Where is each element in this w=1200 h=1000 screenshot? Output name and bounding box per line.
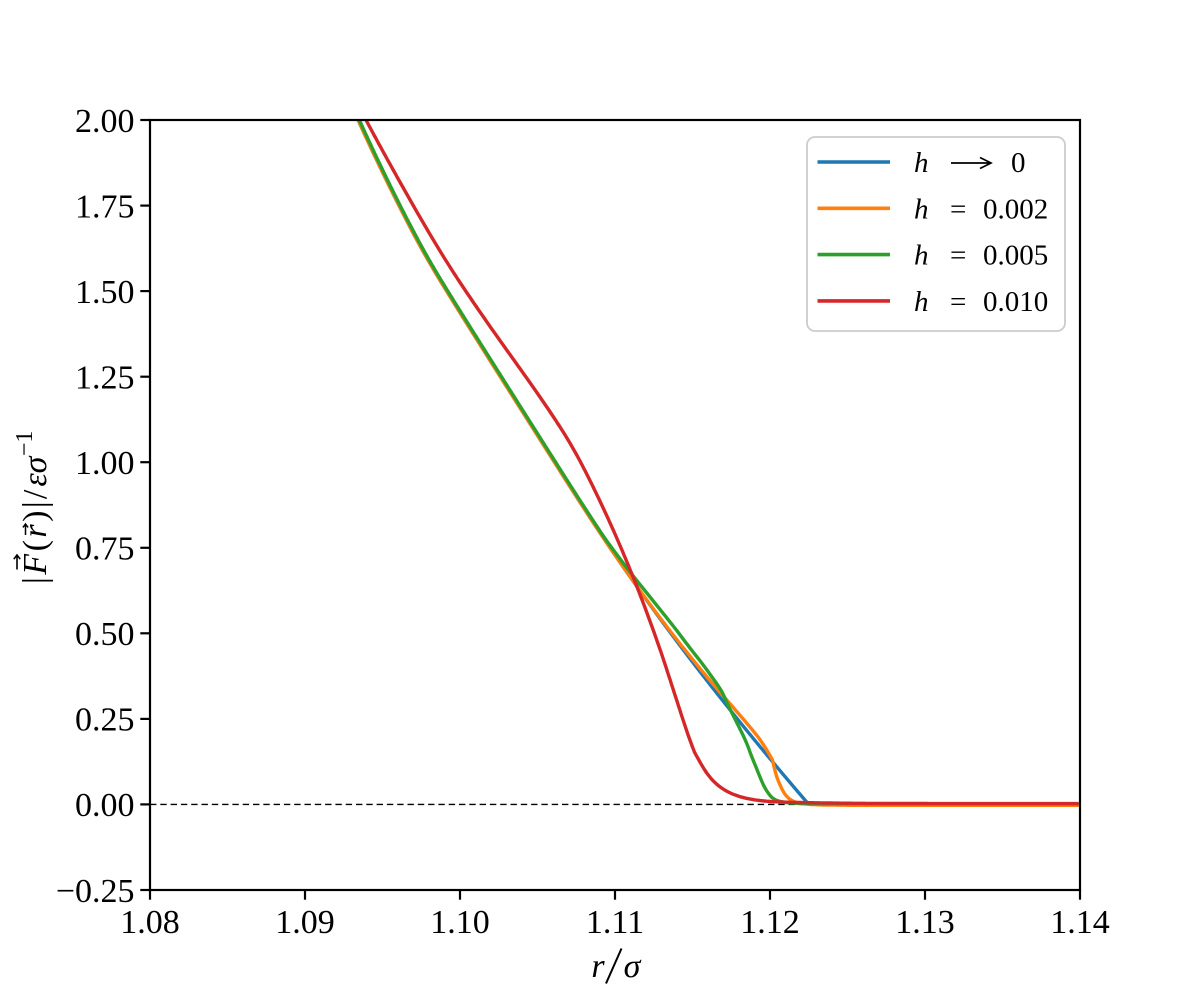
svg-text:h: h bbox=[914, 240, 929, 272]
svg-text:F: F bbox=[17, 553, 54, 576]
svg-text:1.11: 1.11 bbox=[586, 904, 644, 941]
svg-text:(: ( bbox=[17, 540, 54, 551]
svg-text:h: h bbox=[914, 286, 929, 318]
svg-text:h: h bbox=[914, 147, 929, 179]
svg-text:1.14: 1.14 bbox=[1050, 904, 1110, 941]
svg-text:σ: σ bbox=[624, 948, 642, 985]
svg-text:0.005: 0.005 bbox=[983, 240, 1048, 272]
svg-text:|: | bbox=[17, 577, 54, 584]
svg-text:1.50: 1.50 bbox=[75, 274, 135, 311]
svg-text:1.12: 1.12 bbox=[740, 904, 800, 941]
svg-text:r: r bbox=[17, 524, 54, 538]
svg-text:−1: −1 bbox=[12, 431, 38, 457]
svg-text:2.00: 2.00 bbox=[75, 103, 135, 140]
svg-text:0.75: 0.75 bbox=[75, 531, 135, 568]
svg-text:ε: ε bbox=[17, 473, 54, 487]
svg-text:|: | bbox=[17, 501, 54, 508]
svg-text:−0.25: −0.25 bbox=[56, 873, 135, 910]
svg-text:1.08: 1.08 bbox=[120, 904, 180, 941]
svg-text:=: = bbox=[950, 193, 966, 225]
svg-text:1.09: 1.09 bbox=[275, 904, 335, 941]
svg-text:r: r bbox=[591, 948, 605, 985]
svg-text:0.010: 0.010 bbox=[983, 286, 1048, 318]
svg-text:0.50: 0.50 bbox=[75, 616, 135, 653]
svg-text:=: = bbox=[950, 286, 966, 318]
svg-text:0.002: 0.002 bbox=[983, 193, 1048, 225]
svg-text:0: 0 bbox=[1011, 147, 1026, 179]
svg-text:1.13: 1.13 bbox=[895, 904, 955, 941]
svg-text:): ) bbox=[17, 511, 54, 522]
svg-text:0.25: 0.25 bbox=[75, 702, 135, 739]
svg-text:/: / bbox=[17, 489, 54, 499]
svg-text:=: = bbox=[950, 240, 966, 272]
svg-text:0.00: 0.00 bbox=[75, 787, 135, 824]
svg-text:1.25: 1.25 bbox=[75, 360, 135, 397]
svg-text:1.10: 1.10 bbox=[430, 904, 490, 941]
svg-text:h: h bbox=[914, 193, 929, 225]
svg-text:σ: σ bbox=[17, 455, 54, 473]
svg-text:1.75: 1.75 bbox=[75, 188, 135, 225]
svg-text:1.00: 1.00 bbox=[75, 445, 135, 482]
